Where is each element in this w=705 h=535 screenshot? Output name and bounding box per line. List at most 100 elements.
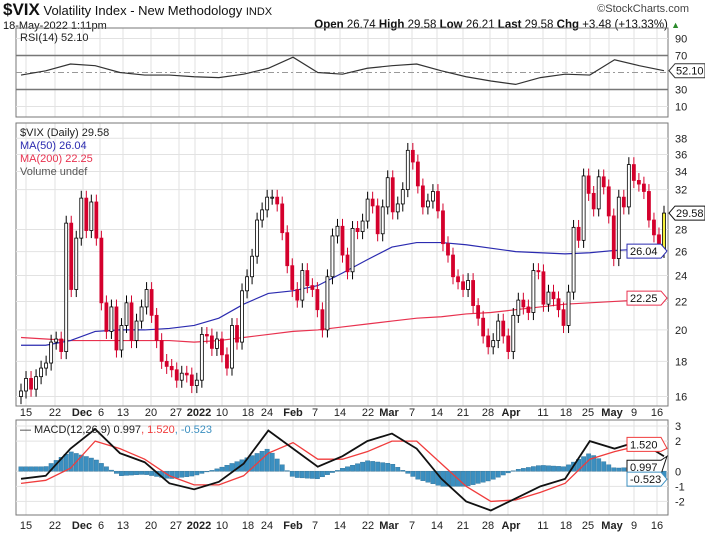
x-axis-label: 14 bbox=[431, 520, 443, 532]
macd-histogram-bar bbox=[103, 466, 109, 472]
candle bbox=[431, 191, 435, 202]
macd-histogram-bar bbox=[114, 471, 119, 474]
macd-histogram-bar bbox=[325, 471, 330, 475]
x-axis-label: 7 bbox=[409, 407, 415, 419]
macd-histogram-bar bbox=[520, 468, 526, 472]
macd-histogram-bar bbox=[445, 471, 451, 487]
macd-histogram-bar bbox=[169, 471, 175, 479]
macd-histogram-bar bbox=[556, 466, 561, 472]
x-axis-label: 28 bbox=[482, 520, 494, 532]
macd-histogram-bar bbox=[199, 471, 205, 474]
candle bbox=[506, 335, 511, 352]
candle bbox=[104, 302, 109, 332]
macd-histogram-bar bbox=[78, 454, 84, 472]
candle bbox=[310, 285, 315, 290]
candle bbox=[255, 219, 260, 257]
x-axis-label: Feb bbox=[283, 520, 303, 532]
candle bbox=[149, 289, 154, 316]
x-axis-label: May bbox=[601, 520, 623, 532]
macd-histogram-bar bbox=[485, 471, 491, 482]
x-axis-label: 16 bbox=[651, 520, 663, 532]
signal-tag-box bbox=[626, 436, 668, 452]
rsi-tick: 90 bbox=[675, 34, 687, 46]
macd-tick: -1 bbox=[675, 481, 685, 493]
candle bbox=[566, 291, 571, 326]
macd-histogram-bar bbox=[505, 471, 511, 474]
candle bbox=[285, 232, 290, 267]
candle bbox=[616, 196, 621, 259]
candle bbox=[541, 271, 546, 305]
candle bbox=[280, 203, 285, 234]
candle bbox=[189, 374, 194, 386]
price-tick: 22 bbox=[675, 296, 687, 308]
candle bbox=[340, 225, 345, 256]
x-axis-label: 18 bbox=[560, 407, 572, 419]
candle bbox=[410, 149, 415, 163]
macd-histogram-bar bbox=[320, 471, 325, 478]
candle bbox=[174, 369, 179, 381]
macd-histogram-bar bbox=[335, 470, 340, 472]
candle bbox=[481, 317, 486, 337]
macd-histogram-bar bbox=[264, 448, 270, 472]
rsi-tick: 70 bbox=[675, 51, 687, 63]
x-axis-label: 7 bbox=[409, 520, 415, 532]
x-axis-label: 25 bbox=[582, 407, 594, 419]
candle bbox=[526, 306, 531, 313]
x-axis-label: 10 bbox=[216, 520, 228, 532]
candle bbox=[561, 309, 566, 326]
macd-histogram-bar bbox=[621, 467, 627, 472]
macd-signal-line bbox=[20, 440, 665, 503]
candle bbox=[591, 192, 596, 210]
x-axis-label: 18 bbox=[242, 407, 254, 419]
candle bbox=[39, 367, 43, 378]
candle bbox=[501, 320, 506, 337]
candle bbox=[69, 222, 74, 290]
candle bbox=[184, 372, 189, 376]
candle bbox=[420, 185, 425, 208]
macd-histogram-bar bbox=[460, 471, 466, 487]
candle bbox=[295, 289, 300, 301]
candle bbox=[405, 149, 410, 191]
candle bbox=[159, 340, 164, 362]
candle bbox=[29, 378, 33, 390]
macd-histogram-bar bbox=[269, 452, 275, 472]
macd-histogram-bar bbox=[415, 471, 421, 480]
candle bbox=[400, 189, 405, 205]
ma200-tag: 22.25 bbox=[630, 293, 658, 305]
x-axis-label: Apr bbox=[502, 520, 522, 532]
candle bbox=[199, 334, 204, 381]
instrument-name: Volatility Index - New Methodology bbox=[43, 3, 243, 18]
candle bbox=[270, 196, 275, 199]
candle bbox=[385, 177, 390, 208]
macd-histogram-bar bbox=[274, 458, 280, 472]
candle bbox=[194, 379, 199, 386]
candle bbox=[94, 201, 99, 239]
ma50-line bbox=[21, 241, 665, 346]
candle bbox=[19, 390, 23, 397]
candle bbox=[235, 325, 239, 343]
candle bbox=[64, 222, 69, 352]
macd-tag: 0.997 bbox=[630, 462, 658, 474]
candle bbox=[220, 338, 224, 356]
candle bbox=[390, 177, 395, 213]
candle bbox=[345, 254, 350, 273]
macd-legend-value: , 1.520 bbox=[141, 424, 175, 436]
price-tick: 24 bbox=[675, 270, 687, 282]
candle bbox=[536, 270, 541, 273]
x-axis-label: Dec bbox=[72, 520, 92, 532]
macd-histogram-bar bbox=[375, 461, 381, 472]
candle bbox=[240, 290, 244, 343]
candle bbox=[516, 299, 521, 316]
macd-histogram-bar bbox=[149, 471, 155, 476]
x-axis-label: 22 bbox=[49, 407, 61, 419]
candle bbox=[84, 197, 89, 231]
macd-histogram-bar bbox=[18, 466, 24, 472]
macd-histogram-bar bbox=[119, 471, 124, 476]
macd-histogram-bar bbox=[294, 471, 300, 478]
candle bbox=[511, 314, 516, 352]
macd-legend-value: — MACD(12,26,9) 0.997 bbox=[20, 424, 141, 436]
candle bbox=[521, 299, 526, 308]
x-axis-label: May bbox=[601, 407, 623, 419]
macd-histogram-bar bbox=[350, 464, 355, 472]
candle bbox=[305, 270, 310, 287]
